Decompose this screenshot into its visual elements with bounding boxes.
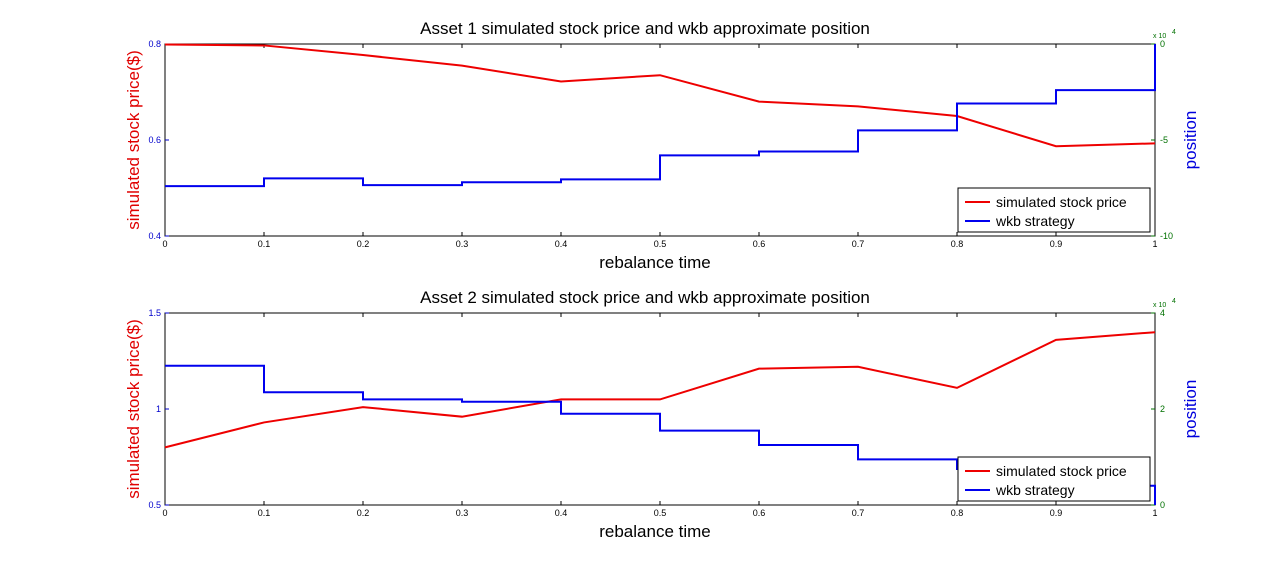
x-tick-label: 0.8 (951, 508, 964, 518)
y-axis-label-left: simulated stock price($) (124, 319, 143, 499)
y-axis-label-right: position (1181, 111, 1200, 170)
x-tick-label: 0.2 (357, 239, 370, 249)
series-line-stock-price (164, 331, 1156, 449)
legend-box (957, 456, 1151, 502)
legend-entry-label: simulated stock price (996, 194, 1127, 210)
series-line-stock-price (164, 43, 1156, 148)
x-tick-label: 0.6 (753, 508, 766, 518)
right-axis-multiplier-exponent: 4 (1172, 29, 1176, 36)
x-tick-label: 0.4 (555, 508, 568, 518)
y-tick-label-right: 0 (1160, 500, 1165, 510)
x-tick-label: 0.5 (654, 239, 667, 249)
x-tick-label: 0.5 (654, 508, 667, 518)
legend-entry-label: wkb strategy (995, 482, 1075, 498)
y-axis-label-left: simulated stock price($) (124, 50, 143, 230)
x-tick-label: 1 (1152, 508, 1157, 518)
x-tick-label: 0.6 (753, 239, 766, 249)
right-axis-multiplier: x 10 (1153, 33, 1166, 40)
y-tick-label-right: -5 (1160, 135, 1168, 145)
x-tick-label: 0.1 (258, 239, 271, 249)
legend-box (957, 187, 1151, 233)
right-axis-multiplier: x 10 (1153, 302, 1166, 309)
x-tick-label: 0.8 (951, 239, 964, 249)
y-tick-label-left: 0.4 (148, 231, 161, 241)
chart-title: Asset 1 simulated stock price and wkb ap… (420, 19, 870, 38)
x-tick-label: 0.7 (852, 239, 865, 249)
legend: simulated stock price wkb strategy (957, 456, 1151, 502)
y-tick-label-left: 0.5 (148, 500, 161, 510)
x-tick-label: 0.7 (852, 508, 865, 518)
x-tick-label: 0.9 (1050, 239, 1063, 249)
legend: simulated stock price wkb strategy (957, 187, 1151, 233)
y-tick-label-left: 1 (156, 404, 161, 414)
legend-entry-label: wkb strategy (995, 213, 1075, 229)
x-axis-label: rebalance time (599, 253, 711, 272)
y-tick-label-right: -10 (1160, 231, 1173, 241)
x-tick-label: 0.2 (357, 508, 370, 518)
chart-title: Asset 2 simulated stock price and wkb ap… (420, 288, 870, 307)
x-axis-label: rebalance time (599, 522, 711, 541)
x-tick-label: 0.9 (1050, 508, 1063, 518)
x-tick-label: 0 (162, 239, 167, 249)
y-axis-label-right: position (1181, 380, 1200, 439)
x-tick-label: 1 (1152, 239, 1157, 249)
x-tick-label: 0 (162, 508, 167, 518)
x-tick-label: 0.3 (456, 239, 469, 249)
y-tick-label-right: 4 (1160, 308, 1165, 318)
y-tick-label-left: 1.5 (148, 308, 161, 318)
chart-panel-1: Asset 1 simulated stock price and wkb ap… (124, 19, 1200, 272)
legend-entry-label: simulated stock price (996, 463, 1127, 479)
y-tick-label-right: 2 (1160, 404, 1165, 414)
y-tick-label-left: 0.6 (148, 135, 161, 145)
x-tick-label: 0.1 (258, 508, 271, 518)
chart-panel-2: Asset 2 simulated stock price and wkb ap… (124, 288, 1200, 541)
y-tick-label-right: 0 (1160, 39, 1165, 49)
x-tick-label: 0.4 (555, 239, 568, 249)
series-line-wkb-strategy (165, 44, 1156, 188)
right-axis-multiplier-exponent: 4 (1172, 298, 1176, 305)
x-tick-label: 0.3 (456, 508, 469, 518)
y-tick-label-left: 0.8 (148, 39, 161, 49)
